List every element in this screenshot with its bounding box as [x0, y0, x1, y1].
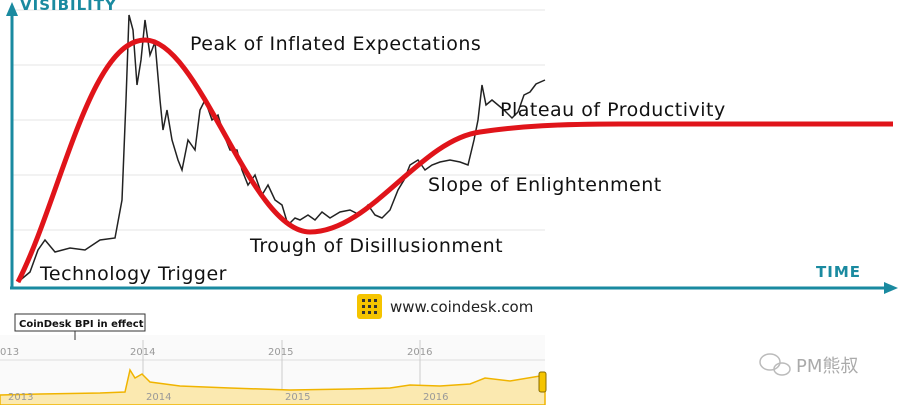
- source-logo: [357, 294, 382, 319]
- year-label: 2013: [8, 392, 33, 403]
- y-axis-label: VISIBILITY: [20, 0, 117, 14]
- phase-label: Peak of Inflated Expectations: [190, 33, 481, 55]
- hype-curve: [15, 37, 893, 284]
- source-text: www.coindesk.com: [390, 298, 533, 316]
- watermark-icon: [759, 353, 791, 376]
- grid: [12, 9, 545, 231]
- year-label: 013: [0, 347, 19, 358]
- phase-label: Plateau of Productivity: [500, 99, 726, 121]
- phase-label: Slope of Enlightenment: [428, 174, 662, 196]
- price-line: [17, 14, 546, 283]
- x-axis-label: TIME: [816, 263, 861, 281]
- phase-label: Technology Trigger: [39, 263, 227, 285]
- year-label: 2016: [423, 392, 448, 403]
- flag-text: CoinDesk BPI in effect: [19, 319, 144, 330]
- phase-label: Trough of Disillusionment: [249, 235, 503, 257]
- year-label: 2015: [285, 392, 310, 403]
- year-label: 2016: [407, 347, 432, 358]
- year-label: 2014: [130, 347, 155, 358]
- year-label: 2014: [146, 392, 171, 403]
- navigator-handle: [538, 371, 547, 393]
- axes: [6, 2, 898, 294]
- year-label: 2015: [268, 347, 293, 358]
- watermark: PM熊叔: [796, 356, 858, 377]
- flag-box: [14, 313, 146, 332]
